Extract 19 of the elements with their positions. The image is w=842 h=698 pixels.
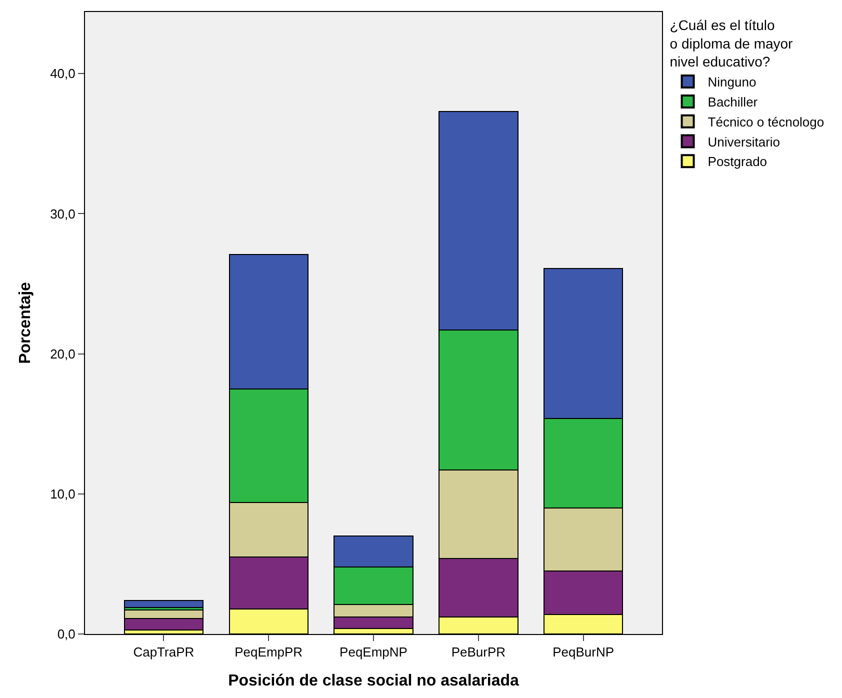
x-tick-label: PeqEmpNP: [340, 644, 408, 660]
y-tick-label: 40,0: [50, 66, 76, 82]
bar: [124, 600, 204, 608]
x-tick-label: PeqEmpPR: [234, 644, 303, 660]
y-tick-label: 0,0: [57, 626, 76, 642]
y-tick-label: 20,0: [50, 346, 76, 362]
y-tick-label: 10,0: [50, 486, 76, 502]
y-axis-title: Porcentaje: [16, 282, 34, 364]
x-axis-title: Posición de clase social no asalariada: [228, 672, 519, 690]
x-tick-label: PeqBurNP: [552, 644, 614, 660]
y-tick-label: 30,0: [50, 206, 76, 222]
legend-label: Bachiller: [708, 94, 758, 110]
legend-label: Técnico o técnologo: [708, 114, 824, 130]
legend-label: Ninguno: [708, 74, 756, 90]
x-tick-label: CapTraPR: [133, 644, 194, 660]
legend-label: Universitario: [708, 134, 780, 150]
legend-title: ¿Cuál es el título o diploma de mayor nivel educativo?: [670, 17, 794, 70]
legend-label: Postgrado: [708, 154, 768, 170]
x-tick-label: PeBurPR: [451, 644, 506, 660]
